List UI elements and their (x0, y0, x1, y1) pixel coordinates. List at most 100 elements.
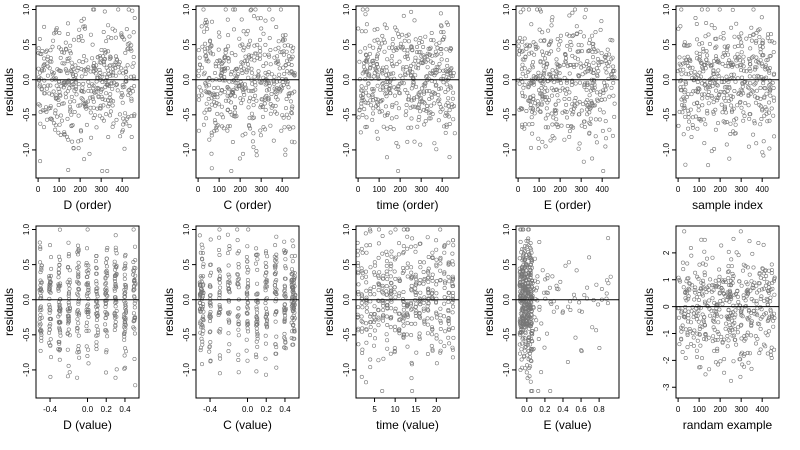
data-point (590, 101, 595, 106)
data-point (714, 88, 719, 93)
data-point (113, 295, 118, 300)
data-point (385, 305, 390, 310)
data-point (451, 117, 456, 122)
data-point (434, 336, 439, 341)
data-point (236, 357, 241, 362)
data-point (208, 319, 213, 324)
data-point (409, 44, 414, 49)
data-point (577, 141, 582, 146)
data-point (417, 241, 422, 246)
data-point (263, 82, 268, 87)
data-point (525, 316, 530, 321)
data-point (767, 68, 772, 73)
data-point (61, 85, 66, 90)
data-point (716, 278, 721, 283)
data-point (598, 92, 603, 97)
data-point (381, 298, 386, 303)
data-point (57, 263, 62, 268)
data-point (422, 101, 427, 106)
data-point (263, 42, 268, 47)
data-point (559, 123, 564, 128)
data-point (79, 18, 84, 23)
data-point (105, 245, 110, 250)
data-point (680, 326, 685, 331)
data-point (725, 316, 730, 321)
data-point (263, 333, 268, 338)
data-point (201, 328, 206, 333)
data-point (762, 298, 767, 303)
data-point (359, 84, 364, 89)
data-point (241, 151, 246, 156)
data-point (58, 330, 63, 335)
data-point (446, 335, 451, 340)
data-point (37, 328, 42, 333)
data-point (735, 294, 740, 299)
data-point (713, 337, 718, 342)
data-point (214, 101, 219, 106)
data-point (113, 319, 118, 324)
data-point (75, 311, 80, 316)
data-point (686, 126, 691, 131)
data-point (86, 302, 91, 307)
data-point (678, 24, 683, 29)
data-point (376, 106, 381, 111)
data-point (686, 43, 691, 48)
data-point (225, 128, 230, 133)
data-point (568, 62, 573, 67)
data-point (104, 350, 109, 355)
data-point (557, 63, 562, 68)
data-point (569, 83, 574, 88)
y-tick-label: -1.0 (22, 362, 31, 376)
x-axis-title: randam example (683, 418, 773, 432)
data-point (77, 355, 82, 360)
data-point (719, 102, 724, 107)
data-point (442, 285, 447, 290)
data-point (764, 91, 769, 96)
data-point (597, 107, 602, 112)
data-point (434, 264, 439, 269)
data-point (368, 286, 373, 291)
data-point (226, 44, 231, 49)
data-point (714, 36, 719, 41)
data-point (133, 273, 138, 278)
data-point (567, 71, 572, 76)
data-point (447, 108, 452, 113)
data-point (752, 121, 757, 126)
data-point (227, 274, 232, 279)
data-point (699, 61, 704, 66)
data-point (413, 321, 418, 326)
data-point (530, 122, 535, 127)
data-point (698, 343, 703, 348)
data-point (94, 343, 99, 348)
data-point (610, 68, 615, 73)
data-point (726, 294, 731, 299)
data-point (113, 324, 118, 329)
data-point (437, 97, 442, 102)
data-point (582, 15, 587, 20)
data-point (121, 315, 126, 320)
data-point (582, 84, 587, 89)
data-point (392, 346, 397, 351)
data-point (433, 83, 438, 88)
data-point (384, 155, 389, 160)
data-point (367, 243, 372, 248)
data-point (388, 325, 393, 330)
data-point (757, 351, 762, 356)
data-point (765, 35, 770, 40)
data-point (368, 65, 373, 70)
data-point (430, 255, 435, 260)
data-point (242, 86, 247, 91)
data-point (711, 316, 716, 321)
x-tick-label: 0 (356, 185, 361, 194)
data-point (382, 49, 387, 54)
data-point (540, 268, 545, 273)
y-tick-label: 1.0 (662, 3, 671, 15)
data-point (693, 270, 698, 275)
data-point (235, 227, 240, 232)
data-point (214, 128, 219, 133)
x-tick-label: 300 (414, 185, 428, 194)
data-point (561, 62, 566, 67)
data-point (57, 347, 62, 352)
data-point (731, 76, 736, 81)
data-point (436, 118, 441, 123)
